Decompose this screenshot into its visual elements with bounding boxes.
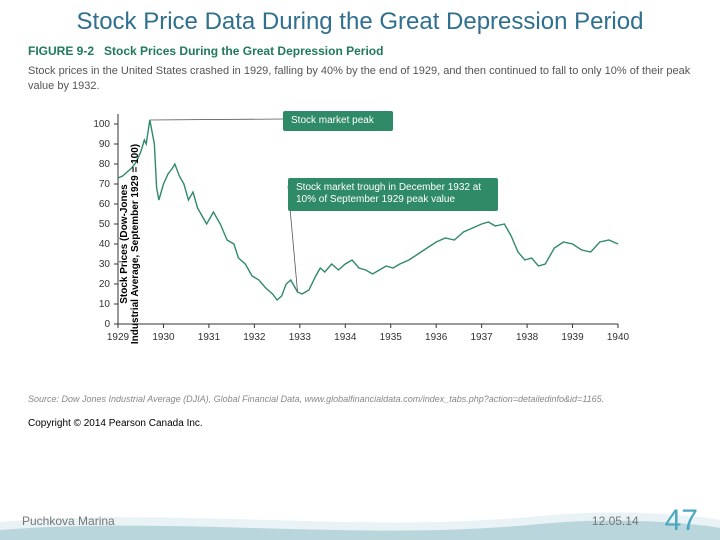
footer-author: Puchkova Marina [22, 514, 115, 528]
svg-text:30: 30 [99, 259, 111, 270]
footer-right: 12.05.14 47 [592, 504, 698, 538]
svg-text:1937: 1937 [471, 332, 494, 343]
callout-1: Stock market trough in December 1932 at … [288, 178, 498, 211]
figure-heading: FIGURE 9-2 Stock Prices During the Great… [28, 44, 692, 58]
svg-text:50: 50 [99, 219, 111, 230]
slide: Stock Price Data During the Great Depres… [0, 0, 720, 540]
svg-text:1939: 1939 [561, 332, 584, 343]
figure-area: FIGURE 9-2 Stock Prices During the Great… [28, 44, 692, 429]
footer: Puchkova Marina 12.05.14 47 [0, 502, 720, 540]
svg-text:1938: 1938 [516, 332, 539, 343]
slide-title-text: Stock Price Data During the Great Depres… [77, 8, 644, 35]
svg-text:90: 90 [99, 139, 111, 150]
svg-text:100: 100 [93, 119, 110, 130]
chart-svg: 0102030405060708090100192919301931193219… [78, 104, 638, 364]
copyright-note: Copyright © 2014 Pearson Canada Inc. [28, 418, 692, 429]
callout-0: Stock market peak [283, 111, 393, 132]
svg-text:1930: 1930 [152, 332, 175, 343]
svg-text:40: 40 [99, 239, 111, 250]
source-note: Source: Dow Jones Industrial Average (DJ… [28, 394, 692, 404]
svg-text:60: 60 [99, 199, 111, 210]
svg-text:1934: 1934 [334, 332, 357, 343]
page-number: 47 [665, 504, 698, 538]
svg-text:1931: 1931 [198, 332, 221, 343]
footer-date: 12.05.14 [592, 514, 639, 528]
svg-text:0: 0 [104, 319, 110, 330]
svg-text:20: 20 [99, 279, 111, 290]
svg-text:1940: 1940 [607, 332, 630, 343]
svg-text:70: 70 [99, 179, 111, 190]
slide-title: Stock Price Data During the Great Depres… [0, 0, 720, 40]
chart: Stock Prices (Dow-Jones Industrial Avera… [78, 104, 692, 384]
figure-caption: Stock prices in the United States crashe… [28, 64, 692, 94]
svg-text:1932: 1932 [243, 332, 266, 343]
svg-text:80: 80 [99, 159, 111, 170]
figure-label-prefix: FIGURE 9-2 [28, 44, 94, 58]
svg-text:10: 10 [99, 299, 111, 310]
figure-label-title: Stock Prices During the Great Depression… [104, 44, 383, 58]
svg-text:1935: 1935 [380, 332, 403, 343]
svg-text:1936: 1936 [425, 332, 448, 343]
y-axis-label: Stock Prices (Dow-Jones Industrial Avera… [119, 144, 141, 344]
svg-text:1933: 1933 [289, 332, 312, 343]
